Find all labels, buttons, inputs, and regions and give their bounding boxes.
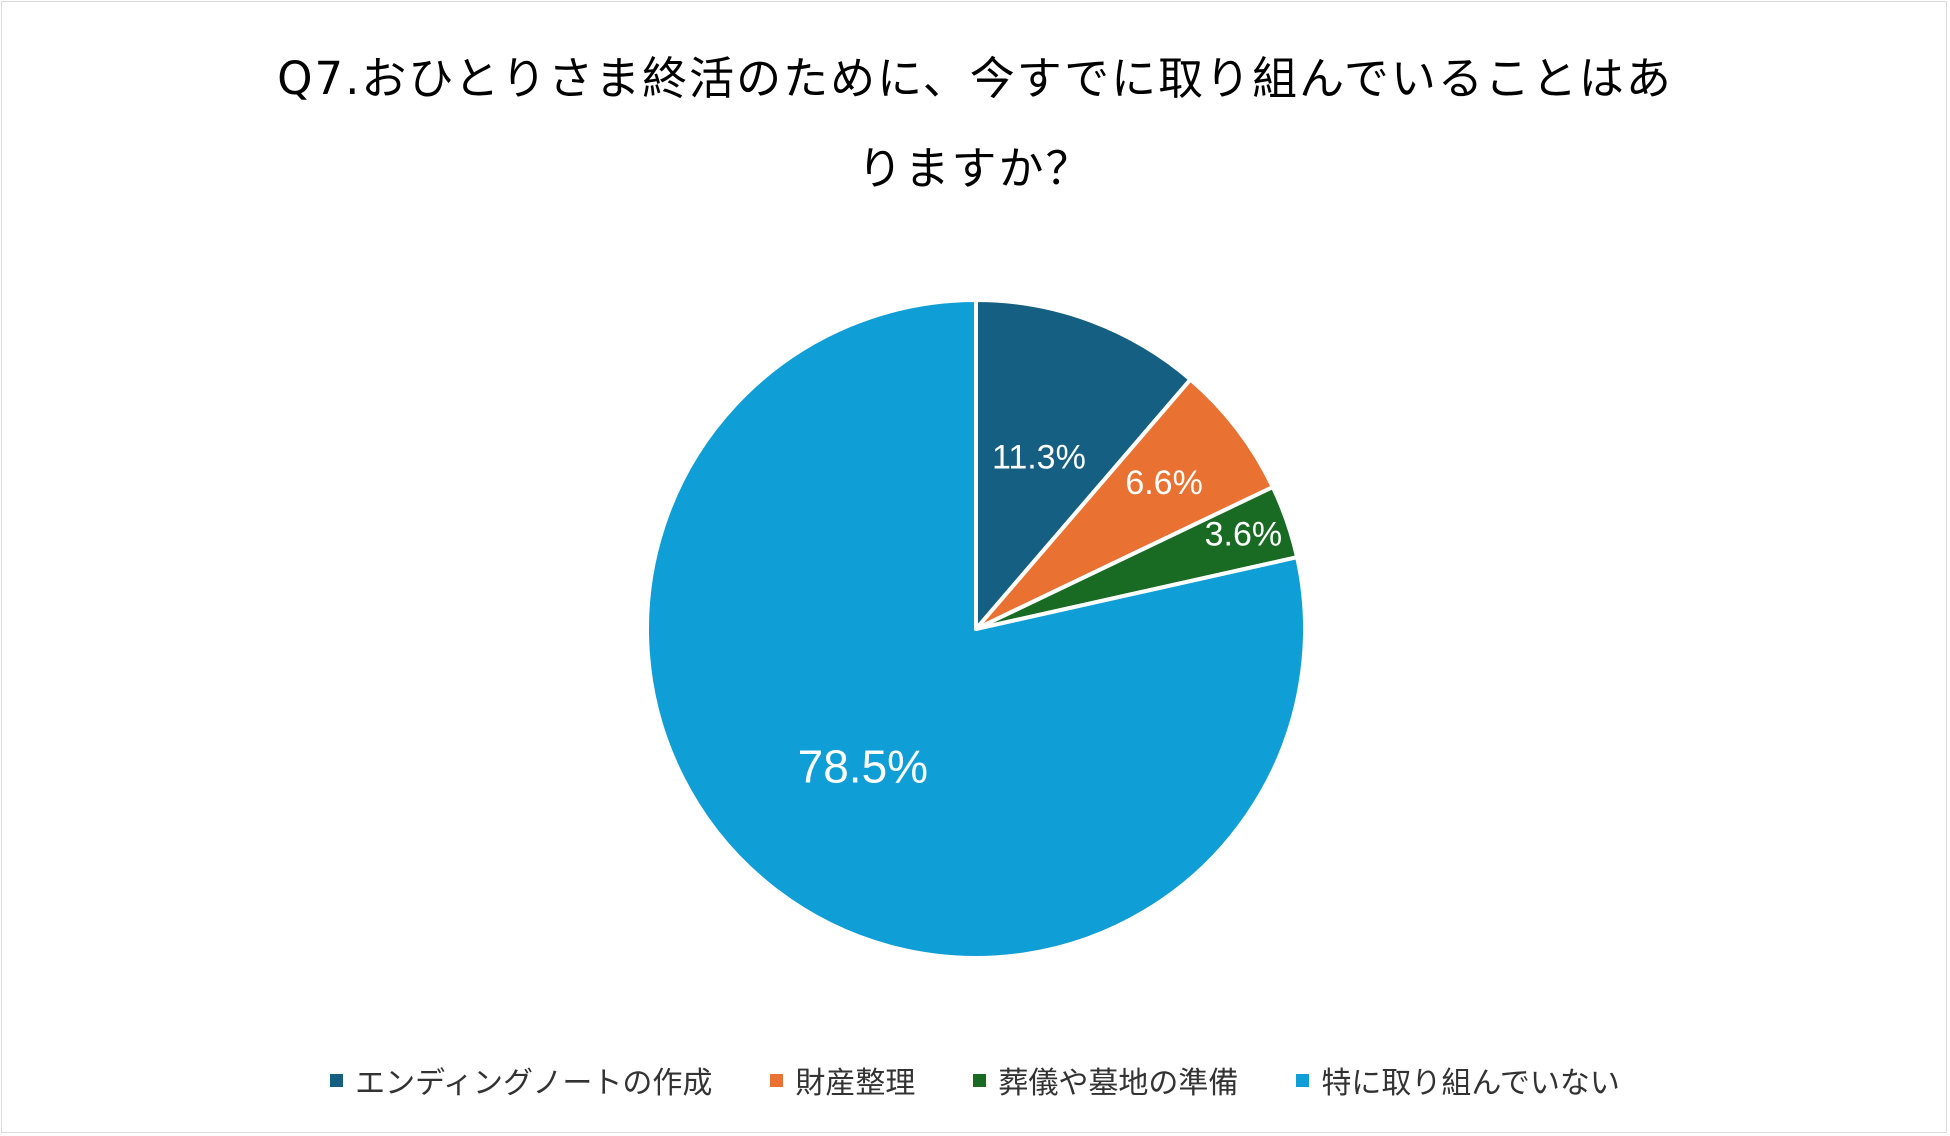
- legend: エンディングノートの作成 財産整理 葬儀や墓地の準備 特に取り組んでいない: [0, 1058, 1950, 1102]
- pie-slices: [645, 298, 1307, 960]
- legend-swatch: [1296, 1073, 1310, 1087]
- legend-item-nothing: 特に取り組んでいない: [1296, 1058, 1620, 1102]
- legend-item-ending-note: エンディングノートの作成: [330, 1058, 712, 1102]
- legend-swatch: [330, 1073, 344, 1087]
- data-label-asset-organization: 6.6%: [1125, 464, 1203, 502]
- chart-title: Q7.おひとりさま終活のために、今すでに取り組んでいることはあ りますか？: [200, 34, 1750, 214]
- chart-title-line-2: りますか？: [857, 142, 1093, 195]
- legend-item-funeral-grave: 葬儀や墓地の準備: [973, 1058, 1238, 1102]
- legend-item-asset-organization: 財産整理: [770, 1058, 915, 1102]
- legend-label: 財産整理: [795, 1066, 916, 1101]
- pie-data-labels: 11.3% 6.6%3.6% 78.5%: [798, 438, 1283, 792]
- legend-label: 葬儀や墓地の準備: [998, 1066, 1239, 1101]
- slice-ending-note: [974, 298, 1193, 631]
- legend-swatch: [973, 1073, 987, 1087]
- slice-asset-organization: [974, 377, 1275, 631]
- data-label-ending-note: 11.3%: [992, 438, 1086, 476]
- slice-nothing: [645, 298, 1307, 960]
- legend-swatch: [770, 1073, 784, 1087]
- legend-label: 特に取り組んでいない: [1321, 1066, 1620, 1101]
- data-label-nothing: 78.5%: [798, 740, 928, 792]
- chart-title-line-1: Q7.おひとりさま終活のために、今すでに取り組んでいることはあ: [277, 52, 1673, 105]
- legend-label: エンディングノートの作成: [355, 1066, 713, 1101]
- data-label-funeral-grave: 3.6%: [1205, 515, 1283, 553]
